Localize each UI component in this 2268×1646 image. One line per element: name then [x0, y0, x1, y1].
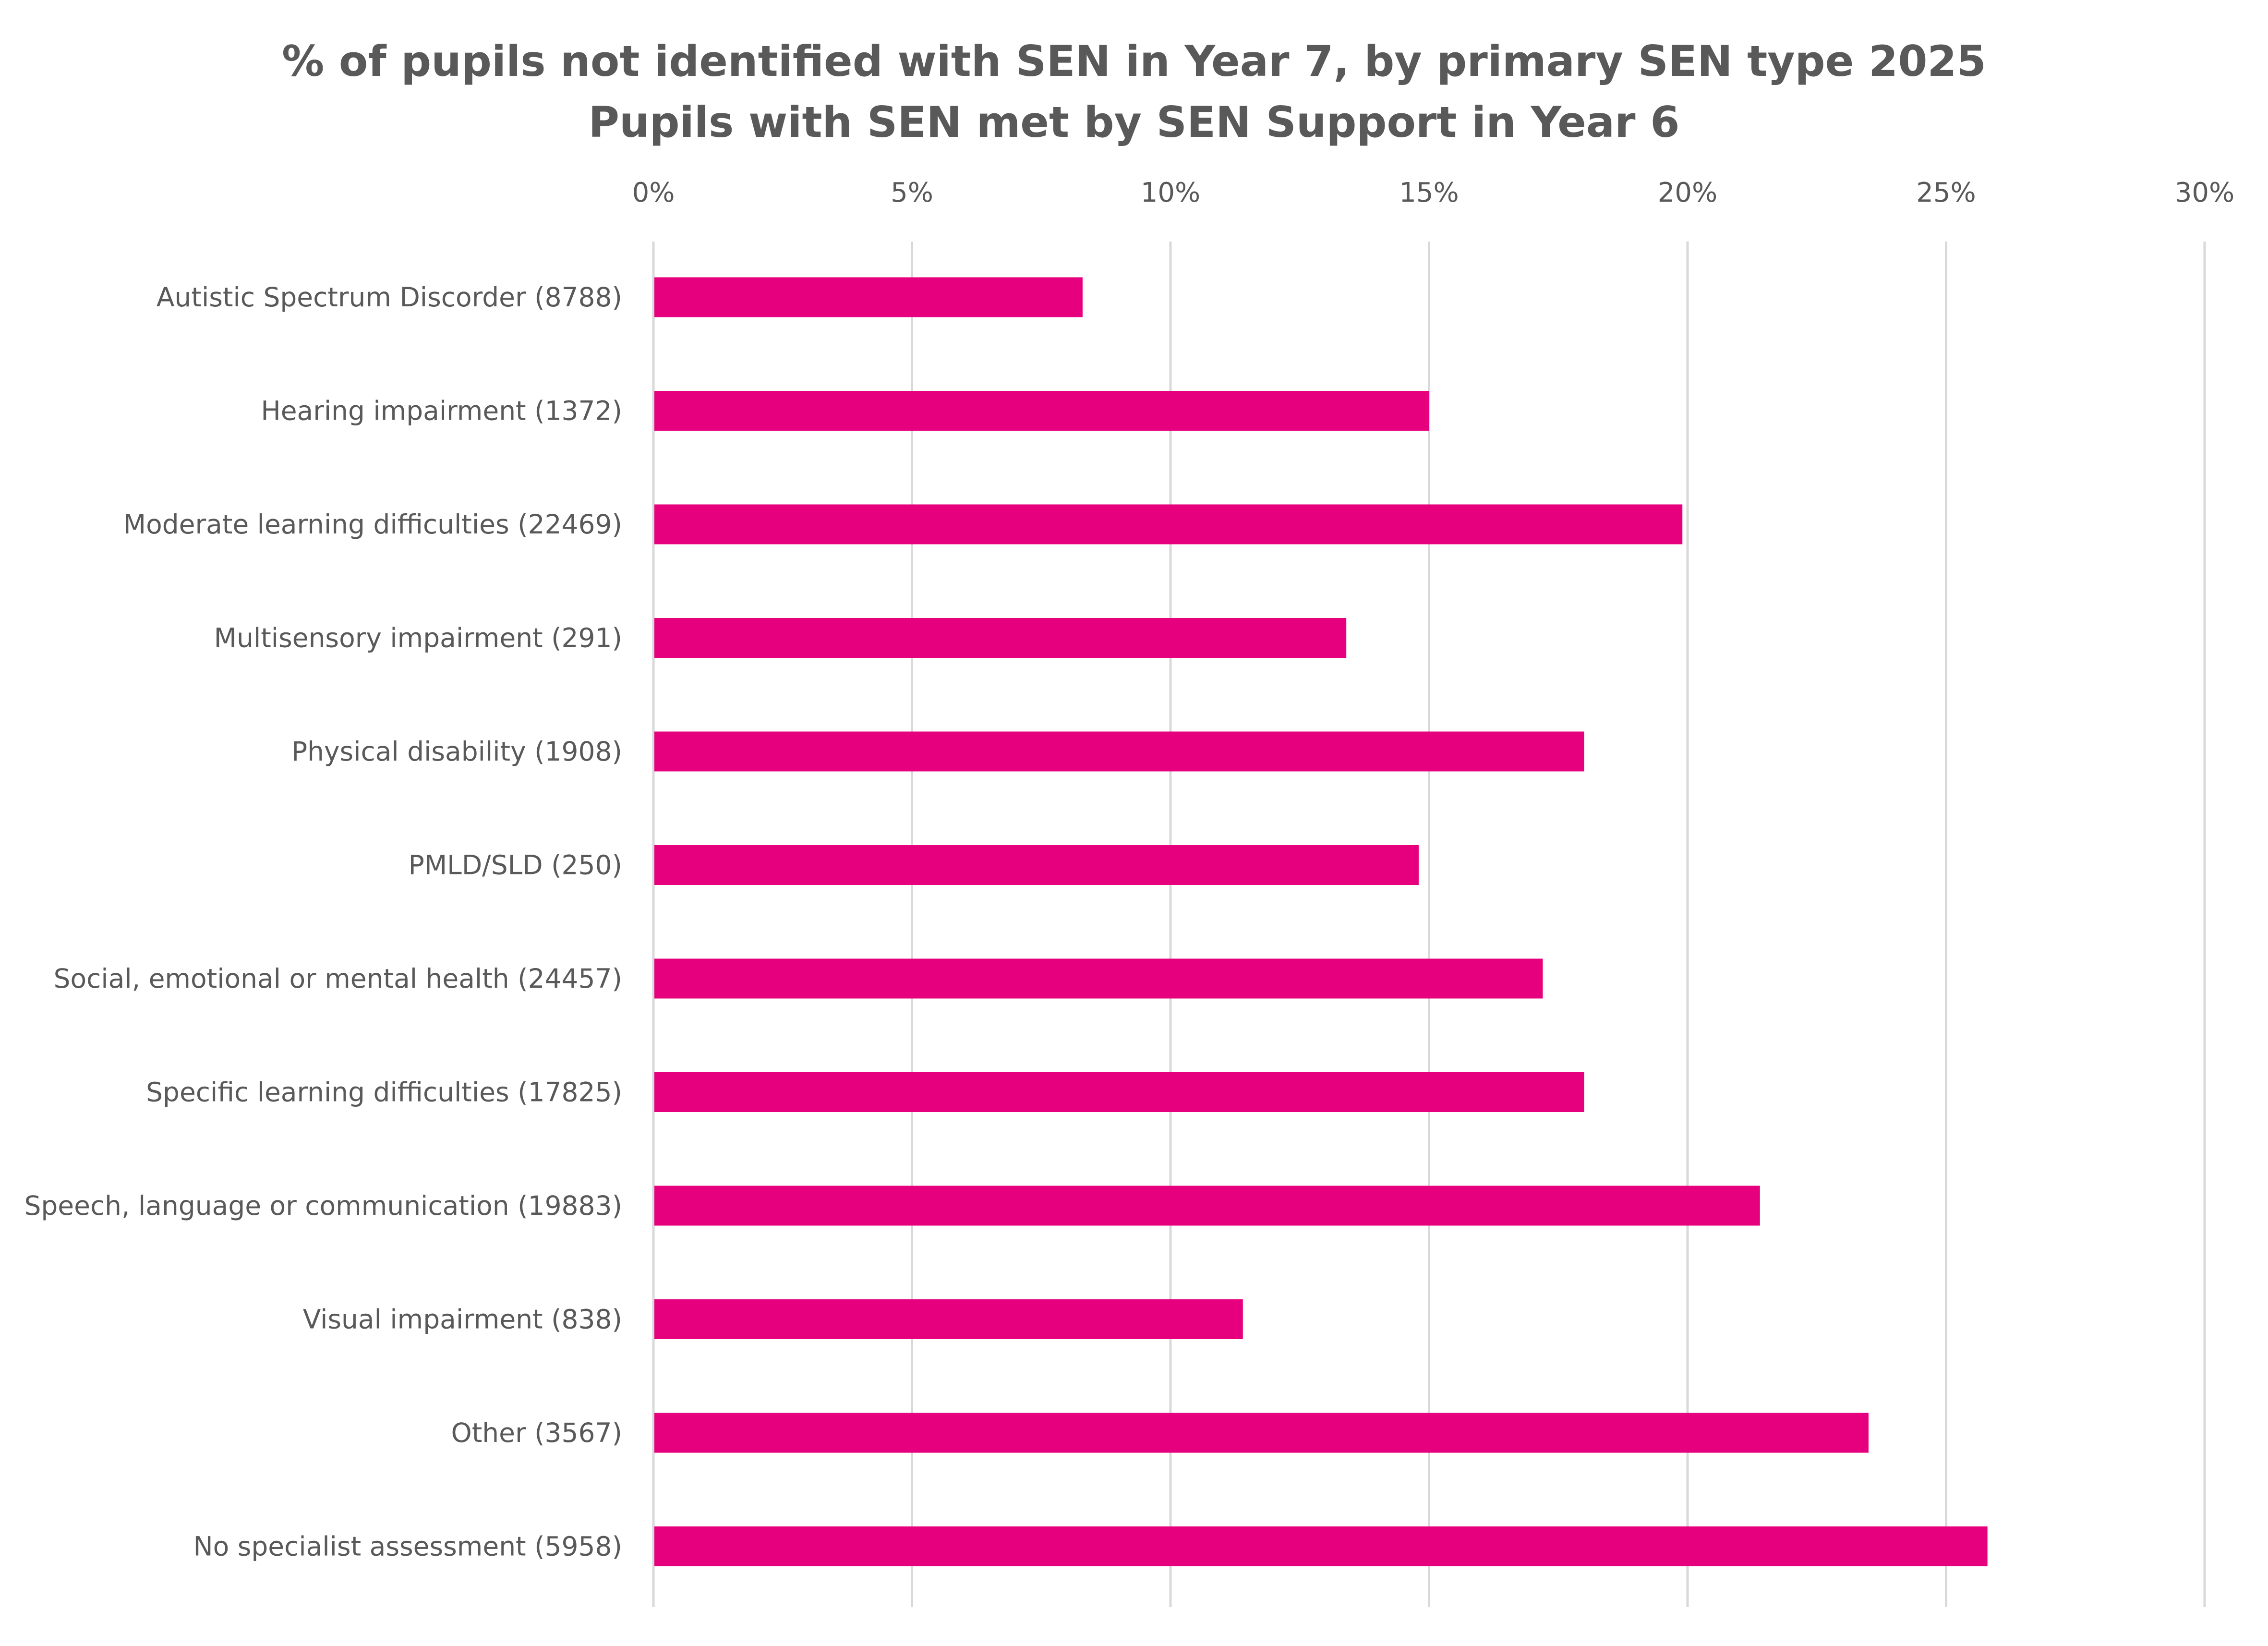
category-label: Autistic Spectrum Discorder (8788) [157, 282, 622, 313]
bar [654, 958, 1543, 999]
category-label: Other (3567) [451, 1417, 622, 1448]
category-label: PMLD/SLD (250) [409, 850, 622, 881]
category-label: No specialist assessment (5958) [193, 1531, 622, 1562]
bar [654, 1186, 1760, 1226]
bar [654, 1072, 1584, 1112]
category-labels: Autistic Spectrum Discorder (8788) Hearin… [24, 282, 622, 1562]
gridlines [652, 242, 2206, 1607]
x-tick-label: 5% [891, 177, 933, 208]
x-tick-label: 20% [1658, 177, 1717, 208]
x-tick-label: 15% [1399, 177, 1459, 208]
category-label: Specific learning difficulties (17825) [146, 1077, 622, 1108]
bars [654, 277, 1988, 1566]
bar [654, 504, 1683, 545]
category-label: Speech, language or communication (19883… [24, 1190, 622, 1221]
bar [654, 391, 1429, 431]
x-tick-label: 0% [632, 177, 675, 208]
chart-subtitle: Pupils with SEN met by SEN Support in Ye… [589, 97, 1680, 147]
bar [654, 1299, 1243, 1339]
bar [654, 1413, 1869, 1453]
x-tick-label: 25% [1916, 177, 1976, 208]
x-tick-label: 30% [2175, 177, 2234, 208]
bar [654, 845, 1419, 885]
category-label: Moderate learning difficulties (22469) [123, 509, 622, 540]
bar [654, 277, 1083, 317]
x-tick-label: 10% [1141, 177, 1200, 208]
x-axis-tick-labels: 0% 5% 10% 15% 20% 25% 30% [632, 177, 2235, 208]
bar [654, 618, 1347, 658]
category-label: Physical disability (1908) [291, 736, 622, 767]
category-label: Social, emotional or mental health (2445… [54, 963, 622, 994]
category-label: Hearing impairment (1372) [261, 396, 622, 426]
category-label: Visual impairment (838) [303, 1304, 622, 1335]
category-label: Multisensory impairment (291) [214, 623, 622, 654]
bar [654, 731, 1584, 772]
bar [654, 1526, 1988, 1566]
chart-title: % of pupils not identified with SEN in Y… [282, 36, 1986, 86]
